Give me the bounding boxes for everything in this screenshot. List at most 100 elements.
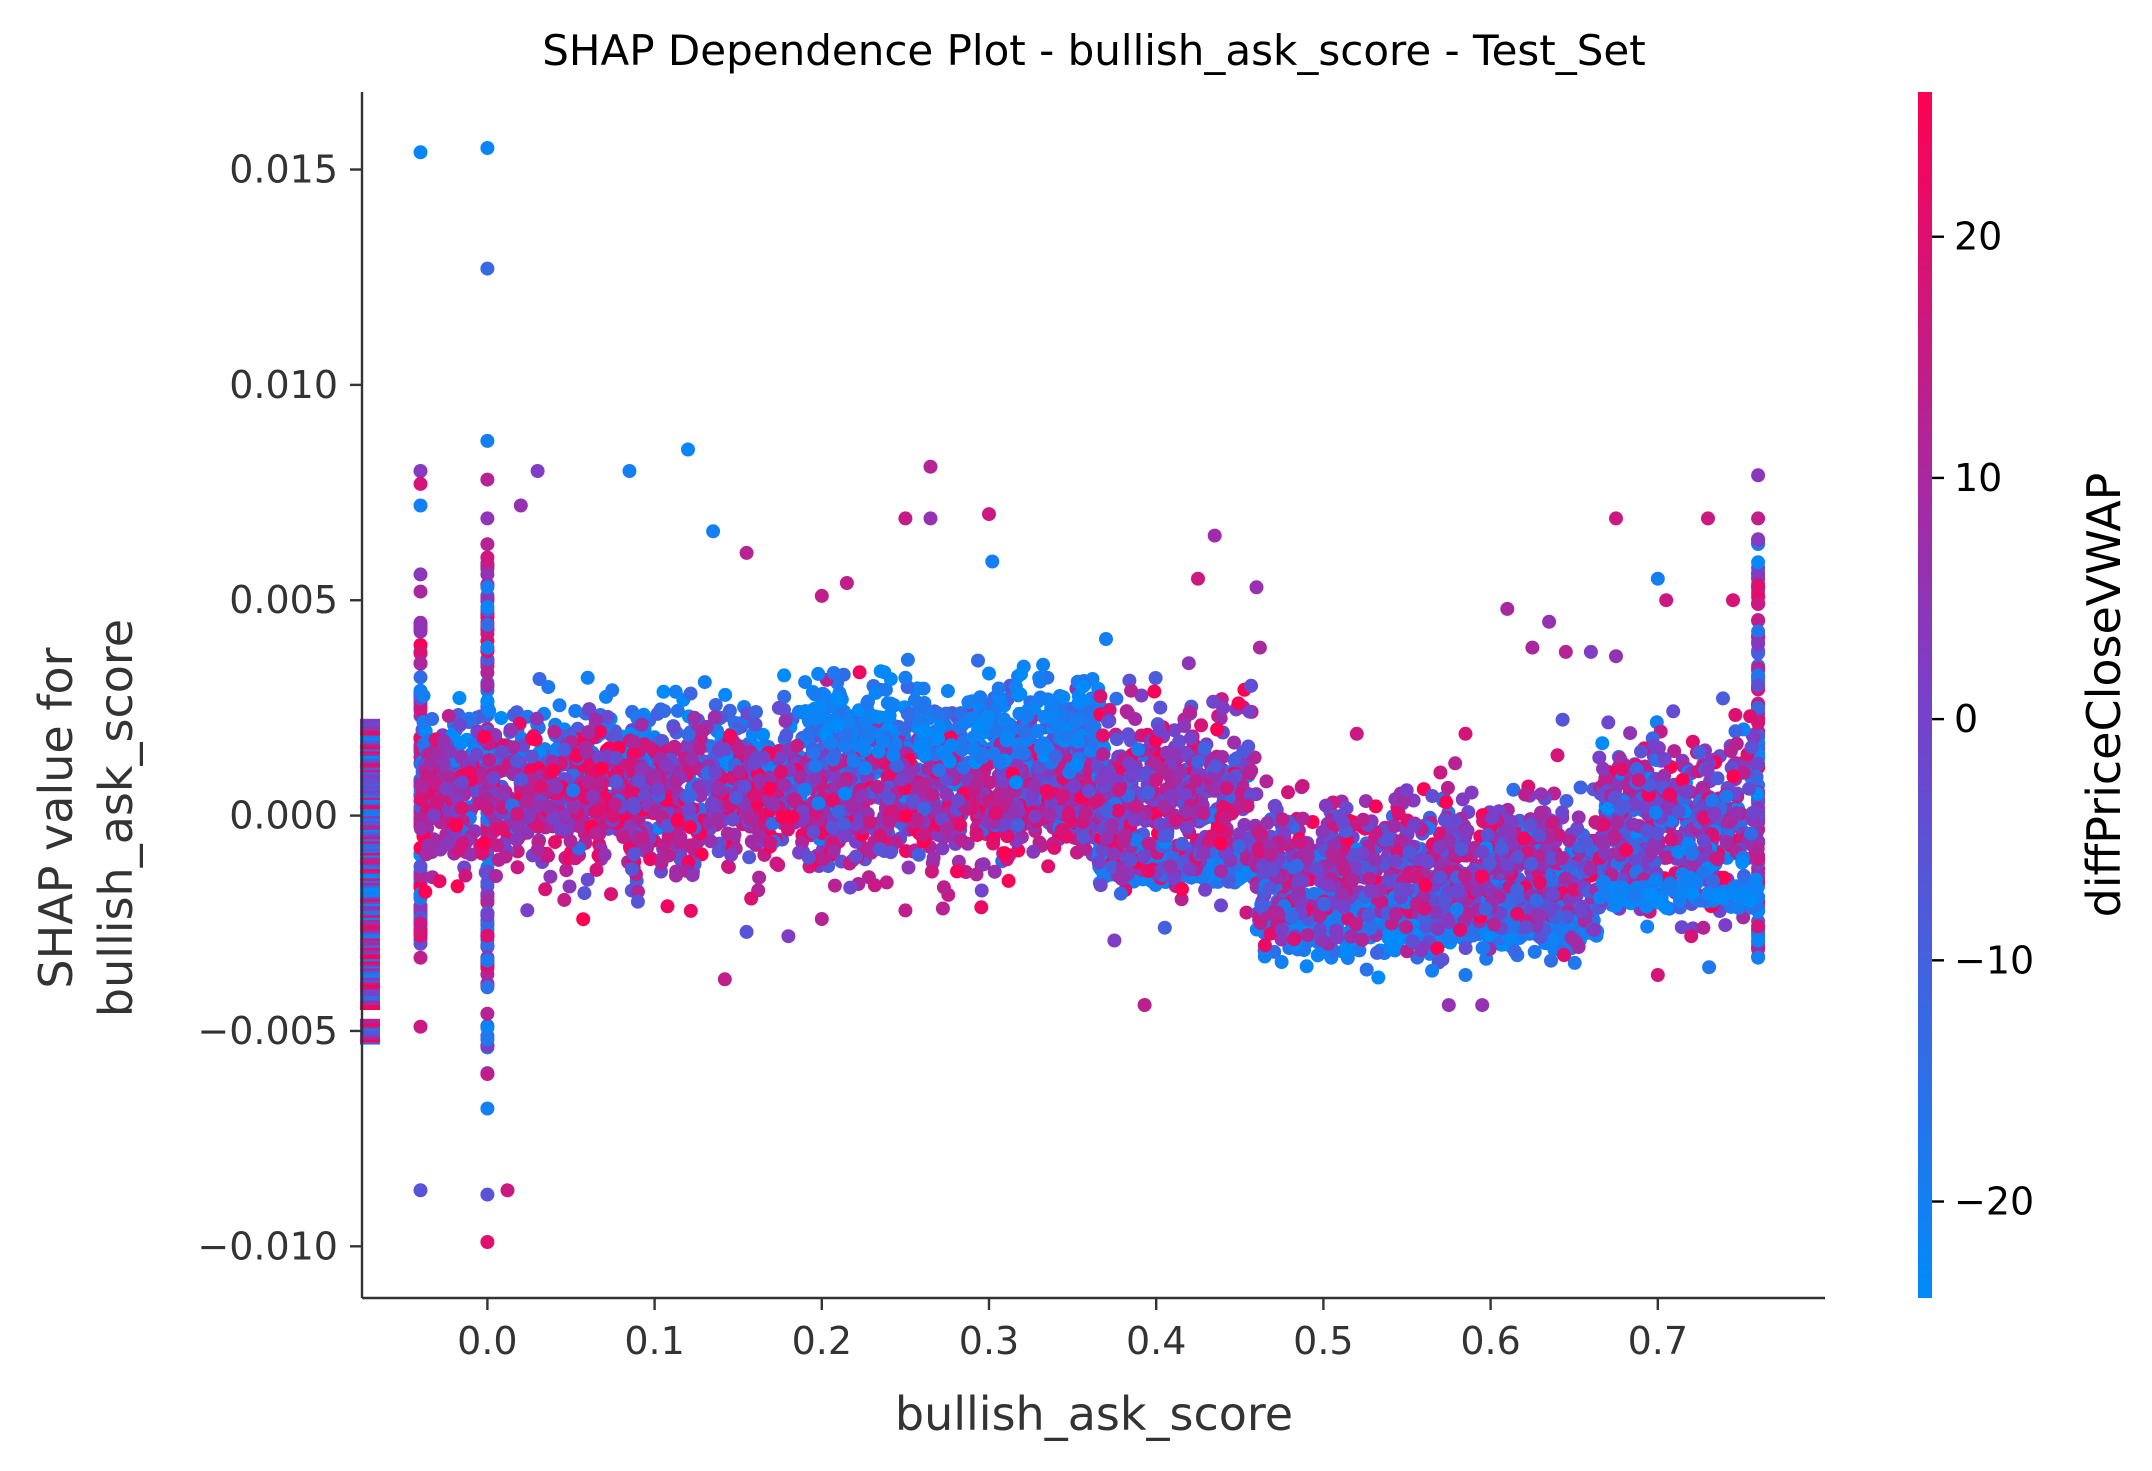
cluster-point	[1448, 756, 1463, 771]
cluster-point	[683, 838, 698, 853]
cluster-point	[489, 869, 503, 883]
stack-point	[1751, 579, 1766, 594]
cluster-point	[771, 858, 786, 872]
cluster-point	[594, 761, 609, 776]
cluster-point	[808, 759, 823, 773]
cluster-point	[997, 846, 1012, 861]
cluster-point	[604, 887, 618, 902]
cluster-point	[1179, 821, 1194, 835]
cluster-point	[1507, 944, 1522, 959]
cluster-point	[660, 899, 675, 914]
stack-point	[1751, 533, 1766, 547]
cluster-point	[1107, 847, 1121, 862]
cluster-point	[708, 698, 723, 712]
cluster-point	[988, 806, 1003, 821]
cluster-point	[634, 761, 649, 776]
stack-point	[480, 1020, 495, 1035]
cluster-point	[1033, 690, 1048, 705]
cluster-point	[576, 912, 591, 927]
cluster-point	[432, 874, 447, 889]
cluster-point	[1076, 830, 1091, 845]
cluster-point	[1026, 844, 1041, 859]
cluster-point	[1198, 882, 1213, 897]
cluster-point	[1017, 724, 1032, 739]
cluster-point	[581, 725, 595, 740]
cluster-point	[1054, 823, 1069, 838]
cluster-point	[1131, 742, 1146, 757]
cluster-point	[756, 727, 771, 742]
cluster-point	[711, 743, 726, 758]
cluster-point	[951, 793, 966, 808]
cluster-point	[588, 804, 602, 819]
cluster-point	[801, 850, 816, 865]
cluster-point	[1181, 656, 1196, 671]
cluster-point	[1141, 785, 1155, 800]
cluster-point	[486, 770, 501, 785]
cluster-point	[600, 709, 615, 724]
cluster-point	[846, 753, 861, 768]
cluster-point	[510, 806, 525, 821]
cluster-point	[827, 748, 842, 763]
cluster-point	[427, 808, 441, 822]
cluster-point	[592, 724, 607, 739]
cluster-point	[1091, 793, 1106, 808]
cluster-point	[720, 826, 735, 841]
cluster-point	[509, 832, 524, 847]
cluster-point	[670, 813, 685, 828]
cluster-point	[683, 820, 697, 835]
cluster-point	[875, 734, 890, 749]
cluster-point	[955, 742, 970, 757]
cluster-point	[586, 789, 600, 804]
cluster-point	[748, 789, 763, 804]
cluster-point	[491, 852, 506, 867]
cluster-point	[991, 681, 1006, 696]
cluster-point	[1197, 741, 1212, 756]
cluster-point	[831, 805, 846, 819]
cluster-point	[530, 842, 545, 857]
cluster-point	[907, 693, 922, 708]
cluster-point	[547, 724, 562, 739]
cluster-point	[557, 892, 572, 907]
cluster-point	[1036, 657, 1051, 672]
cluster-point	[837, 738, 852, 753]
stack-point	[1751, 624, 1766, 639]
cluster-point	[749, 705, 763, 719]
cluster-point	[449, 818, 464, 833]
cluster-point	[777, 689, 792, 704]
cluster-point	[880, 696, 895, 711]
cluster-point	[806, 745, 821, 760]
cluster-point	[1031, 724, 1045, 739]
cluster-point	[1168, 812, 1183, 827]
cluster-point	[836, 817, 851, 832]
cluster-point	[879, 875, 894, 890]
cluster-point	[439, 782, 454, 797]
cluster-point	[838, 786, 853, 801]
cluster-point	[482, 703, 497, 718]
cluster-point	[938, 747, 953, 762]
cluster-point	[843, 880, 858, 895]
cluster-point	[854, 788, 869, 803]
cluster-point	[1033, 741, 1048, 755]
stack-point	[480, 893, 495, 908]
cluster-point	[458, 868, 473, 883]
cluster-point	[773, 765, 788, 779]
cluster-point	[1214, 898, 1228, 913]
cluster-point	[1020, 709, 1035, 724]
cluster-point	[529, 711, 544, 726]
cluster-point	[531, 819, 546, 834]
stack-point	[1751, 555, 1766, 570]
cluster-point	[519, 794, 534, 809]
cluster-point	[1061, 806, 1076, 821]
cluster-point	[883, 845, 898, 860]
cluster-point	[1141, 864, 1156, 878]
cluster-point	[1001, 732, 1016, 747]
cluster-point	[608, 797, 622, 812]
cluster-point	[1196, 806, 1211, 821]
cluster-point	[635, 831, 650, 846]
cluster-point	[1191, 754, 1205, 769]
cluster-point	[1183, 731, 1198, 745]
cluster-point	[986, 836, 1001, 851]
cluster-point	[742, 850, 757, 865]
cluster-point	[631, 773, 646, 788]
cluster-point	[1112, 782, 1127, 797]
